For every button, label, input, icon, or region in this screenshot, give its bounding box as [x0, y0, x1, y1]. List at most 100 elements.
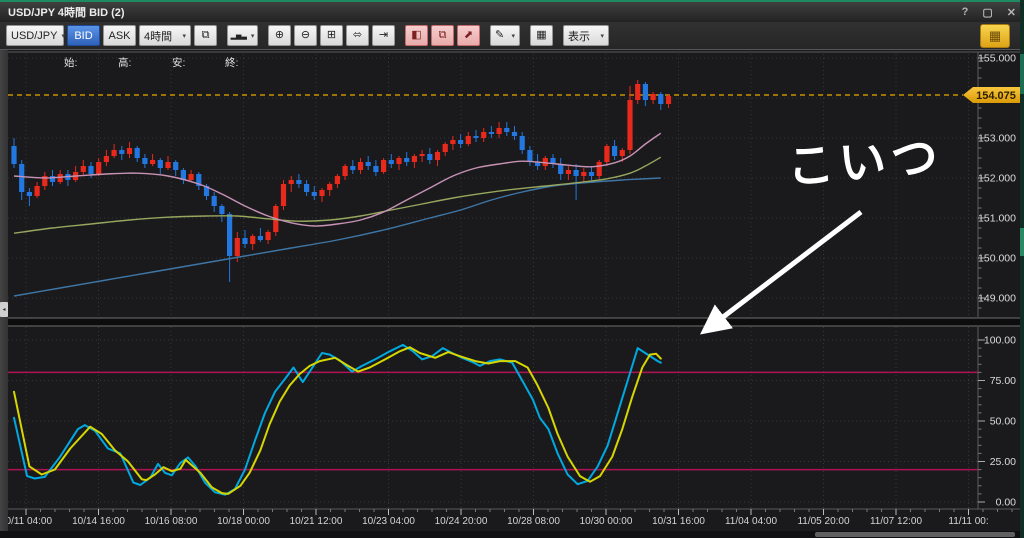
- ask-button[interactable]: ASK: [103, 25, 136, 46]
- candle: [388, 154, 394, 168]
- zoom-in-icon: ⊕: [274, 29, 285, 41]
- zoom-out-button[interactable]: ⊖: [294, 25, 317, 46]
- candle: [612, 140, 618, 160]
- svg-text:152.000: 152.000: [978, 173, 1016, 185]
- svg-text:0.00: 0.00: [996, 497, 1017, 509]
- window-top-border: [0, 0, 1024, 2]
- candle: [165, 156, 171, 170]
- chart-settings-button[interactable]: ▦: [530, 25, 553, 46]
- zoom-in-button[interactable]: ⊕: [268, 25, 291, 46]
- scroll-end-icon: ⇥: [378, 29, 389, 41]
- help-button[interactable]: ?: [961, 6, 969, 18]
- toolbar: USD/JPY ▾ BID ASK 4時間 ▾ ⧉ ▂▅▃ ▾ ⊕ ⊖ ⊞ ⬄ …: [0, 22, 1024, 50]
- candle: [604, 144, 610, 166]
- candle: [327, 182, 333, 196]
- fit-width-button[interactable]: ⬄: [346, 25, 369, 46]
- candle: [381, 158, 387, 174]
- candle: [26, 188, 32, 206]
- candle: [658, 92, 664, 110]
- candle: [527, 146, 533, 166]
- candle: [396, 156, 402, 170]
- expand-view-button[interactable]: ⊞: [320, 25, 343, 46]
- candle: [450, 136, 456, 150]
- time-label: 10/11 04:00: [0, 516, 52, 527]
- chevron-down-icon: ▾: [600, 32, 604, 40]
- candle: [96, 158, 102, 176]
- candle: [227, 212, 233, 282]
- candle: [150, 154, 156, 166]
- svg-text:安:: 安:: [172, 56, 185, 69]
- chart-type-select[interactable]: ▂▅▃ ▾: [227, 25, 258, 46]
- candle: [288, 176, 294, 192]
- candle: [565, 166, 571, 180]
- time-label: 11/11 00:: [948, 516, 988, 527]
- candle: [404, 152, 410, 166]
- svg-text:150.000: 150.000: [978, 253, 1016, 265]
- window-title: USD/JPY 4時間 BID (2): [8, 7, 125, 19]
- candle: [473, 130, 479, 142]
- svg-text:100.00: 100.00: [984, 335, 1016, 347]
- svg-text:始:: 始:: [64, 56, 77, 69]
- candle: [550, 154, 556, 168]
- time-axis: 10/11 04:00 10/14 16:00 10/16 08:00 10/18 0…: [0, 509, 1013, 527]
- panel-collapse-handle[interactable]: ◂: [0, 302, 8, 317]
- order-panel-button[interactable]: ⧉: [431, 25, 454, 46]
- candle: [442, 142, 448, 156]
- timeframe-select[interactable]: 4時間 ▾: [139, 25, 191, 46]
- candle: [427, 148, 433, 164]
- annotation-text: こいつ: [785, 130, 944, 194]
- svg-text:高:: 高:: [118, 56, 131, 69]
- horizontal-scrollbar[interactable]: [0, 531, 1020, 538]
- candle: [411, 154, 417, 168]
- candle: [34, 182, 40, 198]
- candle: [665, 94, 672, 108]
- new-order-icon: ◧: [411, 29, 422, 41]
- time-label: 10/21 12:00: [290, 516, 343, 527]
- candle: [242, 230, 248, 248]
- candle: [11, 138, 17, 168]
- candle: [103, 150, 109, 166]
- price-axis: 155.000 153.000 152.000 151.000 150.000 149.0…: [978, 53, 1016, 509]
- maximize-button[interactable]: ▢: [982, 6, 993, 19]
- candle: [157, 158, 163, 174]
- candle: [588, 166, 595, 180]
- scroll-to-latest-button[interactable]: ⇥: [372, 25, 395, 46]
- chevron-down-icon: ▾: [511, 32, 515, 40]
- time-label: 10/31 16:00: [652, 516, 705, 527]
- order-edit-button[interactable]: ⬈: [457, 25, 480, 46]
- svg-text:終:: 終:: [225, 56, 238, 69]
- draw-tool-select[interactable]: ✎ ▾: [490, 25, 520, 46]
- candle: [319, 188, 325, 202]
- close-button[interactable]: ✕: [1006, 6, 1016, 19]
- current-price-tag: [963, 87, 1021, 103]
- candle: [196, 172, 202, 190]
- ma-fast-line: [13, 132, 662, 227]
- candle: [134, 146, 140, 162]
- chevron-down-icon: ▾: [182, 32, 186, 40]
- collapse-icon: ◂: [2, 307, 6, 313]
- ohlc-legend: 始: 高: 安: 終:: [64, 56, 238, 69]
- panel-splitter[interactable]: [0, 318, 1020, 326]
- link-chart-button[interactable]: ⧉: [194, 25, 217, 46]
- candle: [465, 132, 471, 146]
- scrollbar-thumb[interactable]: [815, 532, 1015, 537]
- candlestick-type-icon: ▂▅▃: [230, 32, 247, 40]
- candle: [488, 126, 494, 138]
- new-order-button[interactable]: ◧: [405, 25, 428, 46]
- chevron-down-icon: ▾: [250, 32, 255, 40]
- titlebar[interactable]: USD/JPY 4時間 BID (2) ? ▢ ✕: [0, 2, 1024, 22]
- candle: [365, 156, 371, 170]
- candle: [304, 180, 310, 196]
- fit-width-icon: ⬄: [352, 29, 363, 41]
- symbol-select[interactable]: USD/JPY ▾: [6, 25, 65, 46]
- display-menu-button[interactable]: 表示 ▾: [563, 25, 609, 46]
- svg-text:153.000: 153.000: [978, 133, 1016, 145]
- bid-button[interactable]: BID: [67, 25, 100, 46]
- time-label: 10/23 04:00: [362, 516, 415, 527]
- time-label: 10/18 00:00: [217, 516, 270, 527]
- candle: [119, 146, 125, 160]
- layout-grid-button[interactable]: ▦: [980, 23, 1010, 48]
- svg-text:155.000: 155.000: [978, 53, 1016, 65]
- candle: [504, 122, 510, 136]
